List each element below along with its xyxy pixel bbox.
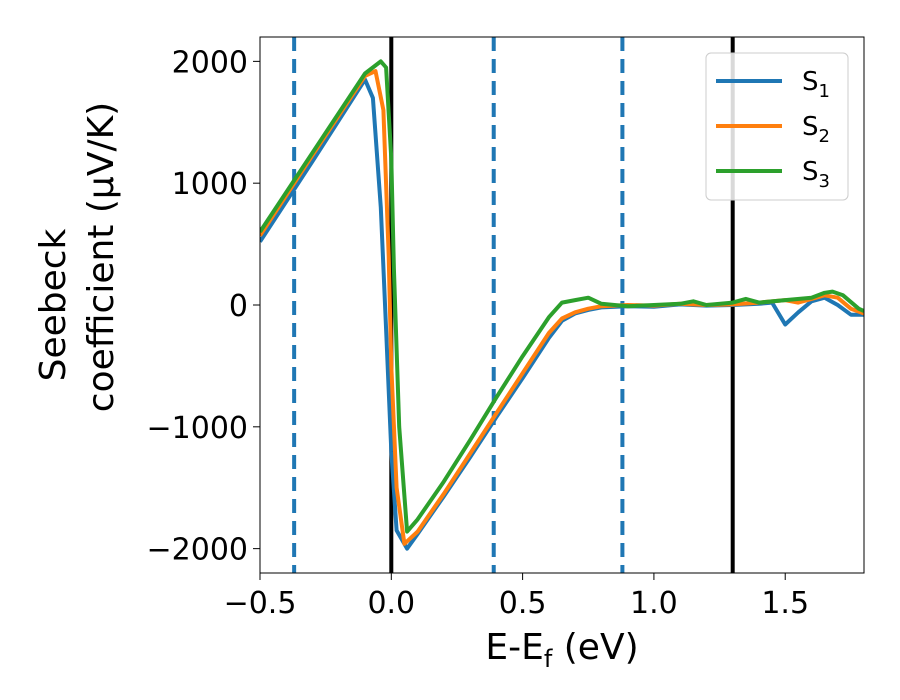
y-axis-label: Seebeck coefficient (μV/K) bbox=[33, 102, 122, 412]
x-tick-label: 0.5 bbox=[499, 586, 547, 621]
x-ticks: −0.5 0.0 0.5 1.0 1.5 bbox=[224, 573, 809, 621]
x-axis-label-main: E-E bbox=[485, 627, 543, 668]
x-tick-label: −0.5 bbox=[224, 586, 297, 621]
y-tick-label: −1000 bbox=[147, 411, 248, 446]
y-tick-label: 2000 bbox=[172, 45, 248, 80]
series-line-2 bbox=[260, 69, 864, 546]
x-tick-label: 0.0 bbox=[367, 586, 415, 621]
series-line-3 bbox=[260, 59, 864, 534]
x-tick-label: 1.0 bbox=[630, 586, 678, 621]
x-axis-label-unit: (eV) bbox=[552, 627, 638, 668]
x-tick-label: 1.5 bbox=[761, 586, 809, 621]
y-tick-label: 0 bbox=[229, 289, 248, 324]
y-axis-label-line2: coefficient (μV/K) bbox=[81, 102, 122, 412]
y-tick-label: −2000 bbox=[147, 533, 248, 568]
y-ticks: 2000 1000 0 −1000 −2000 bbox=[147, 45, 260, 568]
x-axis-label: E-Ef (eV) bbox=[485, 627, 638, 673]
y-axis-label-line1: Seebeck bbox=[33, 228, 74, 381]
x-axis-label-sub: f bbox=[544, 645, 553, 673]
series-layer bbox=[260, 59, 864, 551]
legend: S1 S2 S3 bbox=[705, 52, 849, 201]
legend-label-1: S1 bbox=[802, 67, 830, 102]
legend-label-3: S3 bbox=[802, 157, 830, 192]
legend-label-2: S2 bbox=[802, 112, 830, 147]
y-tick-label: 1000 bbox=[172, 167, 248, 202]
